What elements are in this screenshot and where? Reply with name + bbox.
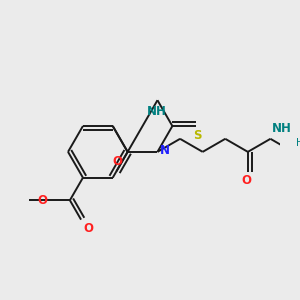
- Text: O: O: [241, 174, 251, 187]
- Text: NH: NH: [147, 105, 166, 118]
- Text: N: N: [160, 144, 170, 158]
- Text: O: O: [83, 221, 93, 235]
- Text: O: O: [112, 155, 122, 168]
- Text: S: S: [193, 129, 201, 142]
- Text: H: H: [296, 137, 300, 148]
- Text: O: O: [38, 194, 47, 207]
- Text: NH: NH: [272, 122, 292, 135]
